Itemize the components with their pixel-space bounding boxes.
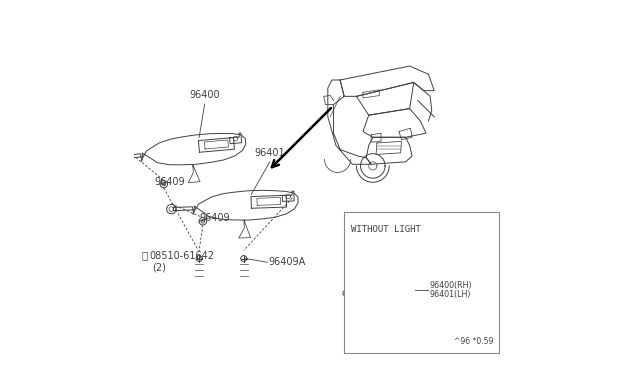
Text: 96409: 96409 (154, 177, 185, 187)
Text: 96409: 96409 (199, 213, 230, 222)
Text: WITHOUT LIGHT: WITHOUT LIGHT (351, 225, 420, 234)
Text: 96400: 96400 (189, 90, 220, 100)
Text: ^96 *0.59: ^96 *0.59 (454, 337, 493, 346)
Text: (2): (2) (152, 263, 166, 273)
Text: 96400(RH): 96400(RH) (429, 281, 472, 290)
Text: Ⓢ: Ⓢ (141, 251, 148, 260)
Bar (344, 212, 499, 353)
Text: 96401: 96401 (255, 148, 285, 158)
Text: 96409A: 96409A (268, 257, 305, 267)
Text: 96401(LH): 96401(LH) (429, 289, 471, 298)
Text: 08510-61642: 08510-61642 (149, 251, 214, 260)
